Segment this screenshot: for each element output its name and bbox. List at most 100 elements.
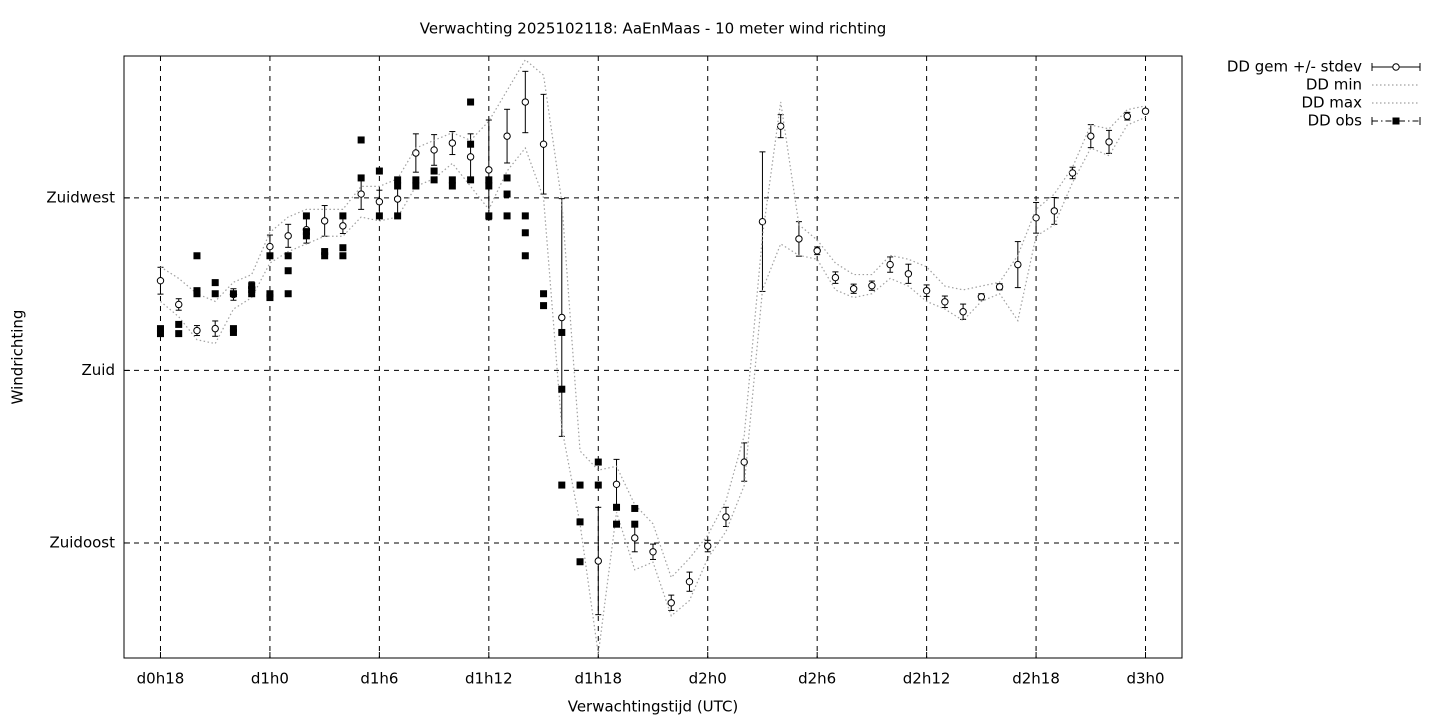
mean-point [339, 222, 347, 230]
mean-point [521, 98, 530, 106]
obs-point [284, 290, 292, 298]
mean-point [1032, 214, 1040, 222]
obs-point [594, 481, 602, 489]
obs-point [302, 212, 310, 220]
obs-point [248, 286, 256, 294]
mean-point [1014, 260, 1022, 269]
mean-point [503, 132, 511, 140]
mean-point [211, 324, 219, 333]
obs-point [558, 481, 566, 489]
obs-point [631, 504, 639, 512]
mean-point [156, 276, 165, 285]
obs-point [229, 290, 237, 298]
obs-point [339, 252, 347, 260]
mean-point [284, 232, 292, 240]
obs-point [394, 176, 402, 184]
mean-point [375, 198, 384, 206]
legend-label: DD max [1301, 94, 1362, 112]
obs-point [339, 244, 347, 252]
obs-point [467, 98, 475, 106]
mean-point [357, 190, 365, 198]
mean-point [740, 458, 748, 466]
x-tick-label: d0h18 [137, 670, 185, 688]
obs-point [467, 140, 475, 148]
mean-point [649, 548, 657, 556]
obs-point [576, 481, 584, 489]
mean-point [175, 300, 183, 309]
obs-point [521, 229, 529, 237]
obs-point [485, 182, 493, 190]
plot-frame [123, 55, 1183, 659]
obs-point [284, 252, 292, 260]
mean-point [266, 242, 274, 251]
obs-point [375, 212, 383, 220]
obs-point [448, 182, 456, 190]
mean-point [904, 270, 913, 278]
obs-point [321, 248, 329, 256]
x-tick-label: d3h0 [1126, 670, 1164, 688]
obs-point [229, 325, 237, 333]
mean-point [320, 217, 329, 225]
obs-point [430, 176, 438, 184]
x-tick-label: d2h0 [689, 670, 727, 688]
obs-point [302, 228, 310, 236]
obs-point [558, 328, 566, 336]
obs-point [266, 290, 274, 298]
mean-point [631, 534, 639, 542]
range-line [160, 58, 1146, 579]
obs-point [503, 190, 511, 198]
obs-point [613, 520, 621, 528]
mean-point [485, 166, 493, 174]
obs-point [193, 290, 201, 298]
mean-point [430, 146, 438, 154]
obs-point [521, 252, 529, 260]
legend-label: DD obs [1308, 112, 1363, 130]
obs-point [394, 212, 402, 220]
obs-point [631, 520, 639, 528]
mean-point [795, 235, 803, 243]
mean-point [594, 557, 602, 565]
obs-point [248, 282, 256, 290]
mean-point [685, 577, 694, 586]
obs-point [558, 385, 566, 393]
obs-point [211, 279, 219, 287]
obs-point [248, 290, 256, 298]
obs-point [613, 503, 621, 511]
obs-point [175, 320, 183, 328]
x-tick-label: d1h18 [574, 670, 622, 688]
mean-point [831, 273, 840, 282]
obs-point [302, 232, 310, 240]
obs-point [412, 182, 420, 190]
obs-point [485, 212, 493, 220]
mean-point [1068, 169, 1077, 177]
mean-point [1087, 132, 1095, 140]
range-line [160, 116, 1146, 655]
legend-label: DD gem +/- stdev [1227, 58, 1362, 76]
mean-point [558, 313, 566, 322]
mean-point [393, 195, 402, 203]
obs-point [503, 212, 511, 220]
mean-point [539, 140, 548, 148]
obs-point [357, 174, 365, 182]
obs-point [412, 176, 420, 184]
legend-sample [1392, 117, 1400, 125]
mean-point [722, 513, 730, 521]
obs-point [211, 290, 219, 298]
obs-point [321, 252, 329, 260]
mean-point [922, 286, 931, 295]
mean-point [995, 283, 1004, 291]
obs-point [266, 252, 274, 260]
obs-point [339, 212, 347, 220]
mean-point [868, 281, 876, 290]
obs-point [266, 294, 274, 302]
mean-point [1050, 207, 1059, 215]
chart-title: Verwachting 2025102118: AaEnMaas - 10 me… [420, 20, 886, 38]
obs-point [576, 558, 584, 566]
x-axis-label: Verwachtingstijd (UTC) [568, 698, 739, 716]
obs-point [357, 136, 365, 144]
legend-sample [1392, 63, 1400, 71]
obs-point [594, 458, 602, 466]
x-tick-label: d2h12 [903, 670, 951, 688]
